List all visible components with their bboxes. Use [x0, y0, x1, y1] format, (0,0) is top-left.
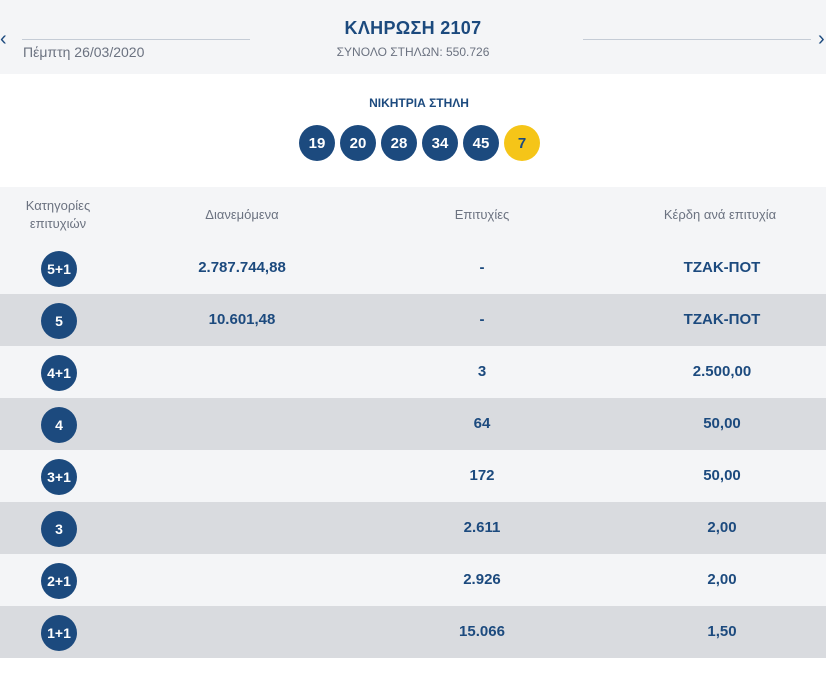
distributed-cell: 2.787.744,88: [198, 259, 286, 276]
prize-cell: ΤΖΑΚ-ΠΟΤ: [683, 259, 761, 276]
wins-cell: 2.926: [463, 571, 501, 588]
wins-cell: 15.066: [459, 623, 505, 640]
winning-ball: 20: [340, 125, 376, 161]
winning-ball: 28: [381, 125, 417, 161]
distributed-cell: [162, 450, 322, 502]
distributed-cell: [162, 346, 322, 398]
prize-cell: 1,50: [707, 623, 737, 640]
header-wins: Επιτυχίες: [454, 207, 510, 222]
divider-right: [583, 39, 811, 40]
table-row: 5 10.601,48 - ΤΖΑΚ-ΠΟΤ: [0, 294, 826, 346]
category-badge: 2+1: [41, 563, 77, 599]
table-row: 5+1 2.787.744,88 - ΤΖΑΚ-ΠΟΤ: [0, 242, 826, 294]
winning-ball: 34: [422, 125, 458, 161]
prize-cell: 50,00: [703, 415, 741, 432]
table-row: 3+1 172 50,00: [0, 450, 826, 502]
divider-left: [22, 39, 250, 40]
bonus-ball: 7: [504, 125, 540, 161]
draw-title: ΚΛΗΡΩΣΗ 2107: [344, 18, 482, 38]
wins-cell: 64: [473, 415, 491, 432]
category-badge: 3: [41, 511, 77, 547]
category-badge: 5+1: [41, 251, 77, 287]
winning-ball: 19: [299, 125, 335, 161]
wins-cell: -: [479, 311, 485, 328]
prize-cell: ΤΖΑΚ-ΠΟΤ: [683, 311, 761, 328]
distributed-cell: [162, 606, 322, 658]
results-table-body: 5+1 2.787.744,88 - ΤΖΑΚ-ΠΟΤ 5 10.601,48 …: [0, 242, 826, 658]
distributed-cell: [162, 502, 322, 554]
category-badge: 4+1: [41, 355, 77, 391]
draw-header: ‹ Πέμπτη 26/03/2020 ΚΛΗΡΩΣΗ 2107 ΣΥΝΟΛΟ …: [0, 0, 826, 74]
prize-cell: 2,00: [707, 519, 737, 536]
distributed-cell: 10.601,48: [208, 311, 276, 328]
distributed-cell: [162, 398, 322, 450]
header-category-line1: Κατηγορίες: [25, 198, 91, 213]
header-distributed: Διανεμόμενα: [205, 207, 279, 222]
table-row: 2+1 2.926 2,00: [0, 554, 826, 606]
header-prize: Κέρδη ανά επιτυχία: [663, 207, 777, 222]
category-badge: 5: [41, 303, 77, 339]
table-row: 4+1 3 2.500,00: [0, 346, 826, 398]
wins-cell: 2.611: [463, 519, 501, 536]
prize-cell: 2.500,00: [692, 363, 752, 380]
total-columns: ΣΥΝΟΛΟ ΣΤΗΛΩΝ: 550.726: [336, 45, 490, 59]
table-row: 4 64 50,00: [0, 398, 826, 450]
chevron-left-icon[interactable]: ‹: [0, 28, 7, 50]
category-badge: 1+1: [41, 615, 77, 651]
wins-cell: 3: [477, 363, 487, 380]
table-row: 3 2.611 2,00: [0, 502, 826, 554]
distributed-cell: [162, 554, 322, 606]
draw-date: Πέμπτη 26/03/2020: [23, 44, 145, 60]
header-category: Κατηγορίες επιτυχιών: [18, 197, 98, 233]
prize-cell: 2,00: [707, 571, 737, 588]
winning-numbers: 19 20 28 34 45 7: [299, 125, 540, 161]
category-badge: 3+1: [41, 459, 77, 495]
wins-cell: 172: [469, 467, 495, 484]
winning-column-label: ΝΙΚΗΤΡΙΑ ΣΤΗΛΗ: [369, 96, 469, 110]
prize-cell: 50,00: [703, 467, 741, 484]
wins-cell: -: [479, 259, 485, 276]
winning-ball: 45: [463, 125, 499, 161]
chevron-right-icon[interactable]: ›: [818, 28, 825, 50]
results-table-header: Κατηγορίες επιτυχιών Διανεμόμενα Επιτυχί…: [0, 187, 826, 242]
category-badge: 4: [41, 407, 77, 443]
table-row: 1+1 15.066 1,50: [0, 606, 826, 658]
header-category-line2: επιτυχιών: [29, 216, 87, 231]
